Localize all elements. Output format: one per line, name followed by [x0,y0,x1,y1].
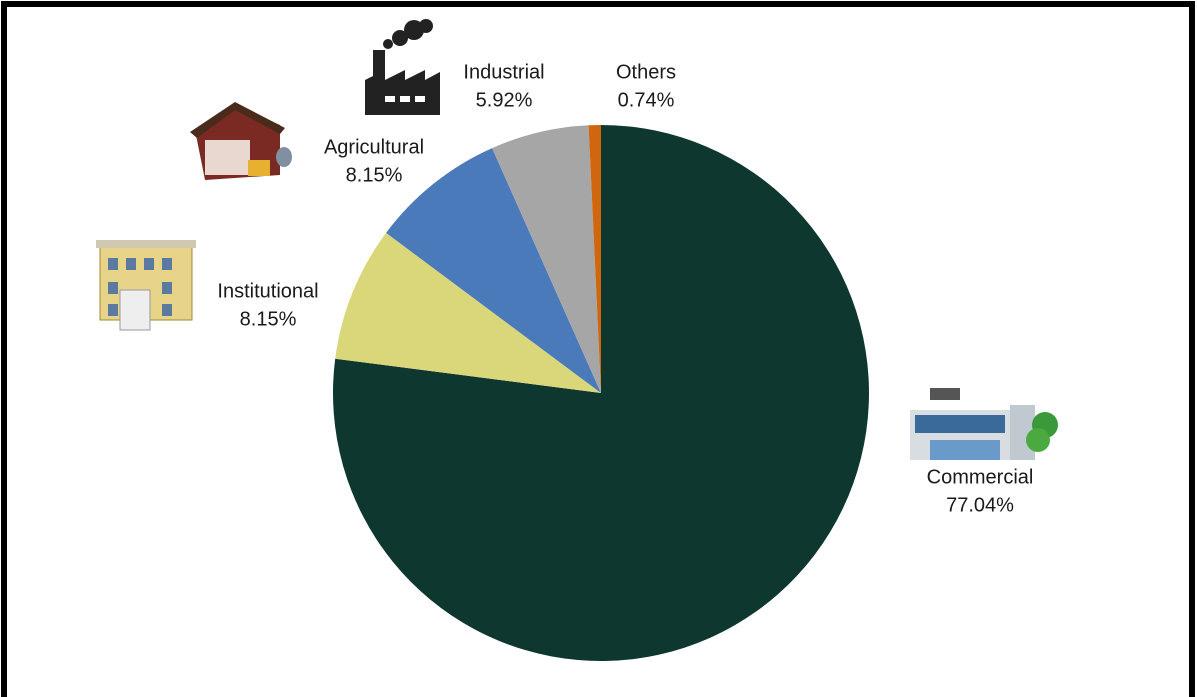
slice-label: Industrial [463,61,544,83]
factory-icon [364,19,450,116]
slice-label: Others [616,61,676,83]
institution-icon [96,240,196,331]
barn-icon [190,102,292,180]
pie-slice [386,148,601,393]
slice-value-label: 8.15% [346,164,403,186]
slice-value-label: 5.92% [476,89,533,111]
pie-slice [588,125,601,393]
slice-value-label: 77.04% [946,494,1014,516]
slice-label: Commercial [927,466,1034,488]
pie-slice [335,232,601,393]
slice-label: Agricultural [324,136,424,158]
slice-value-label: 8.15% [240,308,297,330]
slice-value-label: 0.74% [618,89,675,111]
pie-slice [492,125,601,393]
slice-label: Institutional [217,280,318,302]
office-icon [910,388,1058,460]
